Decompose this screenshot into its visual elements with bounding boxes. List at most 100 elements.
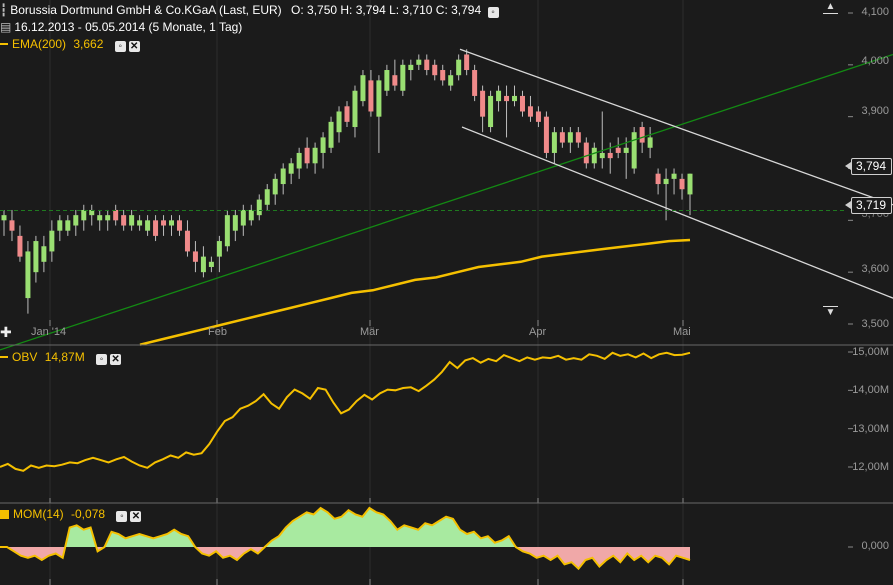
candle-body[interactable] (631, 132, 637, 169)
candle-body[interactable] (97, 215, 103, 221)
candle-body[interactable] (304, 147, 310, 164)
candle-body[interactable] (591, 147, 597, 164)
candle-body[interactable] (535, 111, 541, 122)
candle-body[interactable] (647, 137, 653, 148)
candle-body[interactable] (599, 152, 605, 159)
scroll-down-icon[interactable]: ▼ (823, 306, 838, 318)
candle-body[interactable] (360, 75, 366, 102)
candle-body[interactable] (368, 80, 374, 112)
candle-body[interactable] (240, 209, 246, 226)
candle-body[interactable] (232, 215, 238, 231)
candle-body[interactable] (113, 209, 119, 221)
candle-body[interactable] (480, 90, 486, 117)
candle-body[interactable] (9, 220, 15, 231)
settings-icon[interactable]: ◦ (96, 354, 108, 365)
candle-body[interactable] (583, 142, 589, 164)
candle-body[interactable] (679, 178, 685, 190)
candle-body[interactable] (504, 95, 510, 102)
candle-body[interactable] (519, 95, 525, 112)
ema200-line[interactable] (139, 238, 691, 346)
candle-body[interactable] (224, 215, 230, 247)
price-pane[interactable] (0, 12, 893, 351)
candle-body[interactable] (41, 246, 47, 262)
candle-body[interactable] (73, 215, 79, 226)
candle-body[interactable] (336, 111, 342, 133)
candle-body[interactable] (57, 220, 63, 231)
close-icon[interactable]: ✕ (128, 41, 140, 52)
candle-body[interactable] (432, 64, 438, 76)
candle-body[interactable] (288, 163, 294, 174)
candle-body[interactable] (615, 147, 621, 153)
candle-body[interactable] (392, 75, 398, 86)
candle-body[interactable] (129, 215, 135, 226)
candle-body[interactable] (416, 59, 422, 65)
green-support-trendline[interactable] (0, 53, 893, 351)
candle-body[interactable] (687, 173, 693, 195)
candle-body[interactable] (663, 178, 669, 185)
close-icon[interactable]: ✕ (130, 511, 142, 522)
candle-body[interactable] (49, 230, 55, 252)
crosshair-icon[interactable]: ✚ (0, 324, 12, 340)
candle-body[interactable] (424, 59, 430, 71)
candle-body[interactable] (488, 95, 494, 128)
candle-body[interactable] (176, 220, 182, 231)
candle-body[interactable] (456, 59, 462, 76)
candle-body[interactable] (248, 209, 254, 221)
candle-body[interactable] (161, 220, 167, 226)
mom-pane[interactable] (0, 506, 853, 571)
candle-body[interactable] (272, 178, 278, 195)
settings-icon[interactable]: ◦ (116, 511, 128, 522)
obv-pane[interactable] (0, 351, 853, 472)
candle-body[interactable] (496, 90, 502, 102)
candle-body[interactable] (655, 173, 661, 185)
candle-body[interactable] (33, 241, 39, 273)
candle-body[interactable] (17, 235, 23, 257)
obv-line[interactable] (0, 351, 691, 472)
channel-upper-trendline[interactable] (459, 48, 893, 206)
candle-body[interactable] (512, 95, 518, 102)
candle-body[interactable] (408, 64, 414, 71)
scroll-up-icon[interactable]: ▲ (823, 2, 838, 14)
candle-body[interactable] (384, 70, 390, 91)
candle-body[interactable] (121, 215, 127, 226)
settings-icon[interactable]: ◦ (114, 41, 126, 52)
candle-body[interactable] (89, 209, 95, 216)
candle-body[interactable] (264, 189, 270, 205)
candle-body[interactable] (25, 251, 31, 299)
candle-body[interactable] (208, 261, 214, 267)
candle-body[interactable] (472, 70, 478, 96)
candle-body[interactable] (559, 132, 565, 143)
candle-body[interactable] (328, 121, 334, 148)
calendar-icon[interactable]: ▤ (0, 20, 12, 34)
candle-body[interactable] (639, 127, 645, 143)
channel-lower-trendline[interactable] (461, 126, 893, 299)
candle-body[interactable] (543, 116, 549, 153)
close-icon[interactable]: ✕ (110, 354, 122, 365)
candle-body[interactable] (280, 168, 286, 185)
candle-body[interactable] (352, 90, 358, 128)
candle-body[interactable] (145, 220, 151, 231)
candle-body[interactable] (137, 220, 143, 226)
candle-body[interactable] (192, 251, 198, 262)
candle-body[interactable] (320, 137, 326, 153)
candle-body[interactable] (344, 106, 350, 122)
candle-body[interactable] (200, 256, 206, 273)
candle-body[interactable] (65, 220, 71, 231)
candle-body[interactable] (312, 147, 318, 164)
candle-body[interactable] (169, 220, 175, 226)
candle-body[interactable] (448, 75, 454, 86)
candle-body[interactable] (296, 152, 302, 169)
candle-body[interactable] (153, 220, 159, 236)
candle-body[interactable] (376, 80, 382, 117)
candle-body[interactable] (623, 147, 629, 153)
candle-body[interactable] (256, 199, 262, 216)
candle-body[interactable] (105, 215, 111, 221)
candle-body[interactable] (440, 70, 446, 81)
candle-body[interactable] (1, 215, 7, 221)
candle-body[interactable] (551, 132, 557, 153)
candle-body[interactable] (567, 132, 573, 143)
candle-body[interactable] (607, 152, 613, 159)
settings-icon[interactable]: ◦ (487, 7, 499, 18)
candle-body[interactable] (400, 64, 406, 91)
